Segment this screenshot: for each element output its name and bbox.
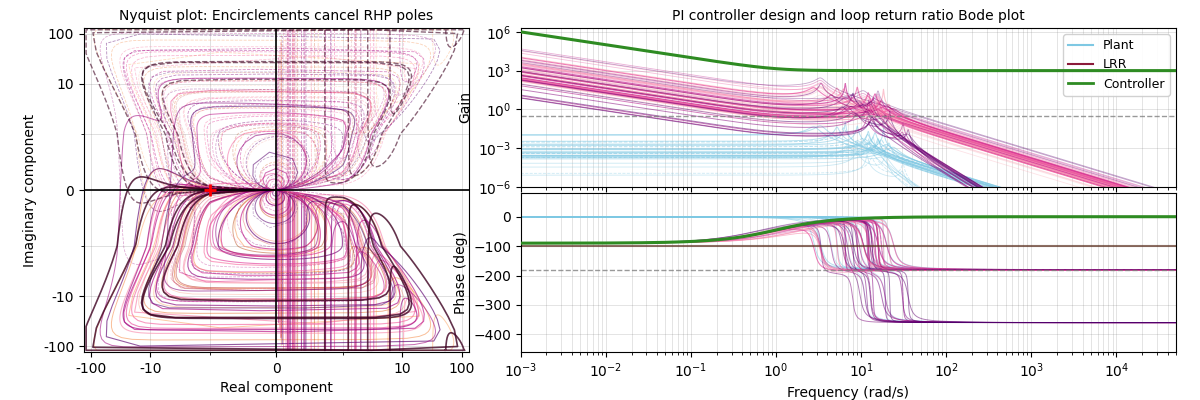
Y-axis label: Phase (deg): Phase (deg) <box>454 231 468 314</box>
Y-axis label: Imaginary component: Imaginary component <box>24 114 37 266</box>
Title: Nyquist plot: Encirclements cancel RHP poles: Nyquist plot: Encirclements cancel RHP p… <box>119 9 433 23</box>
Legend: Plant, LRR, Controller: Plant, LRR, Controller <box>1063 34 1170 96</box>
X-axis label: Real component: Real component <box>220 381 332 395</box>
Title: PI controller design and loop return ratio Bode plot: PI controller design and loop return rat… <box>672 9 1025 23</box>
X-axis label: Frequency (rad/s): Frequency (rad/s) <box>787 386 910 400</box>
Y-axis label: Gain: Gain <box>458 92 472 124</box>
